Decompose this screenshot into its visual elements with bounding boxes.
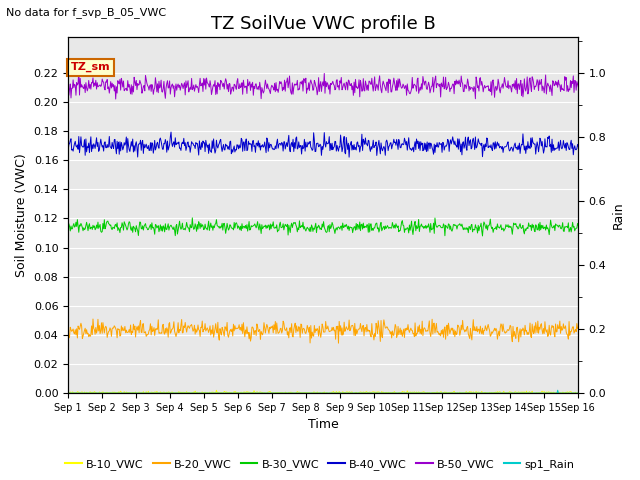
Text: No data for f_svp_B_05_VWC: No data for f_svp_B_05_VWC — [6, 7, 166, 18]
X-axis label: Time: Time — [308, 419, 339, 432]
Text: TZ_sm: TZ_sm — [70, 62, 110, 72]
Legend: B-10_VWC, B-20_VWC, B-30_VWC, B-40_VWC, B-50_VWC, sp1_Rain: B-10_VWC, B-20_VWC, B-30_VWC, B-40_VWC, … — [61, 455, 579, 474]
Y-axis label: Rain: Rain — [612, 202, 625, 229]
Title: TZ SoilVue VWC profile B: TZ SoilVue VWC profile B — [211, 15, 436, 33]
Y-axis label: Soil Moisture (VWC): Soil Moisture (VWC) — [15, 153, 28, 277]
